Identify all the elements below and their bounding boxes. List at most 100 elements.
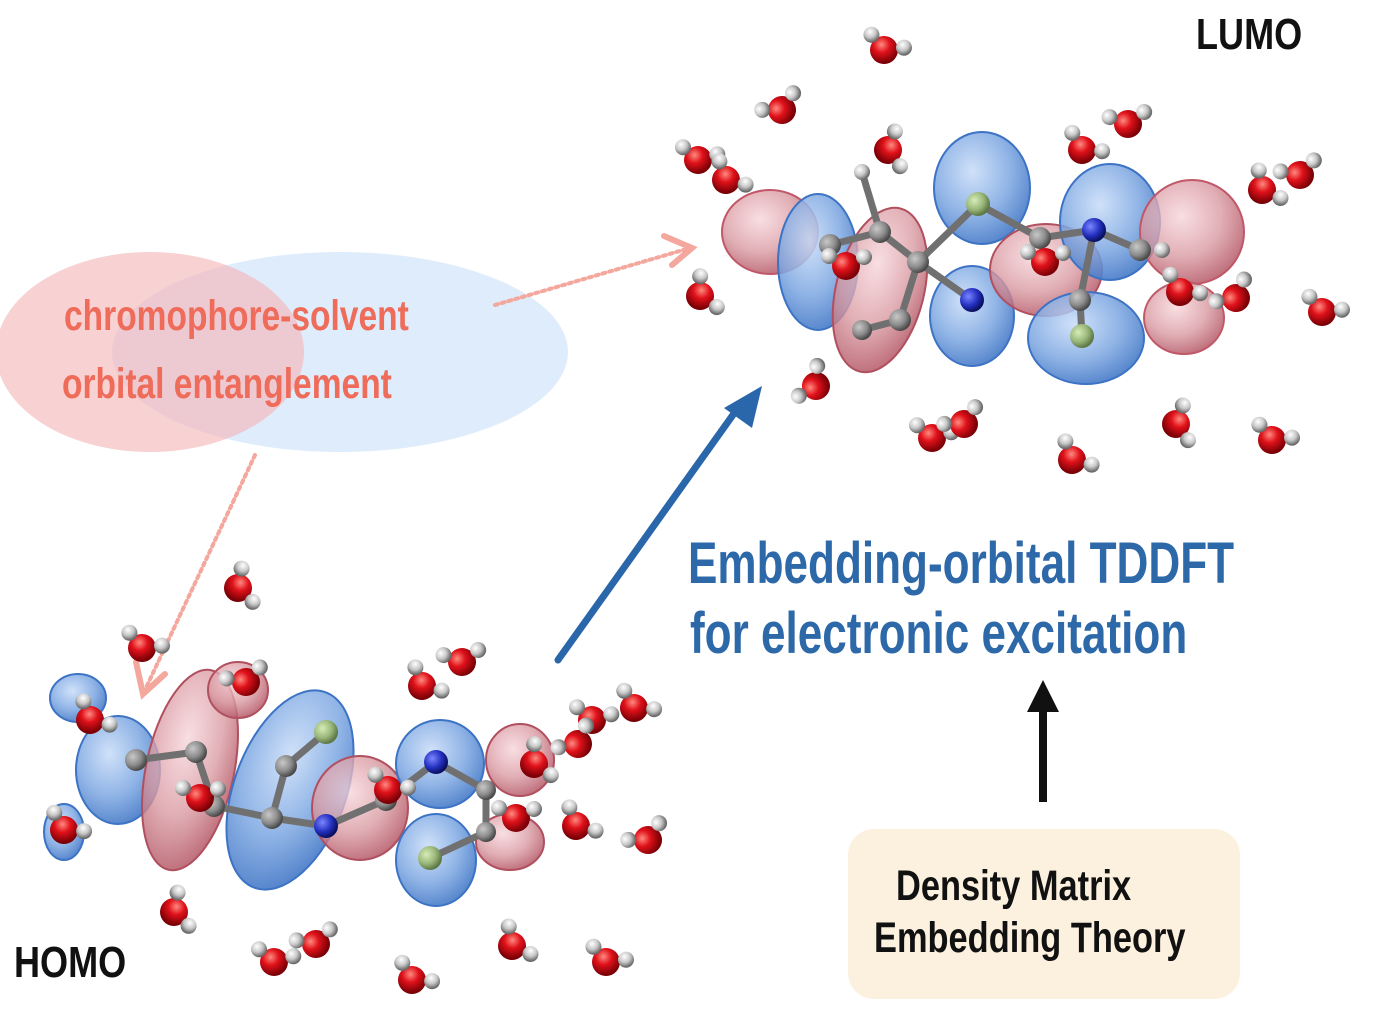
hydrogen-atom [585,938,602,955]
oxygen-atom [1166,278,1194,306]
oxygen-atom [186,784,214,812]
oxygen-atom [50,816,78,844]
water-molecule-icon [620,815,668,854]
hydrogen-atom [785,85,802,102]
hydrogen-atom [550,739,567,756]
hydrogen-atom [651,815,668,832]
water-molecule-icon [790,357,830,404]
hydrogen-atom [1208,293,1225,310]
hydrogen-atom [821,248,837,264]
hydrogen-atom [367,766,384,783]
water-molecule-icon [218,659,268,696]
hydrogen-atom [218,670,235,687]
homo-nitrogen-atom [424,750,448,774]
oxygen-atom [374,776,402,804]
oxygen-atom [1162,410,1190,438]
hydrogen-atom [394,954,411,971]
oxygen-atom [76,706,104,734]
oxygen-atom [564,730,592,758]
water-molecule-icon [711,153,754,194]
water-molecule-icon [1208,271,1253,312]
arrow-to-lumo [493,246,692,307]
oxygen-atom [448,648,476,676]
oxygen-atom [1286,161,1314,189]
oxygen-atom [1248,176,1276,204]
water-molecule-icon [1064,124,1111,164]
hydrogen-atom [856,249,872,265]
oxygen-atom [686,282,714,310]
water-molecule-icon [686,268,725,316]
water-molecule-icon [394,954,441,994]
hydrogen-atom [620,831,637,848]
hydrogen-atom [1064,124,1081,141]
water-molecule-icon [936,399,984,438]
hydrogen-atom [587,822,604,839]
hydrogen-atom [908,417,925,434]
hydrogen-atom [617,951,634,968]
lumo-molecule [721,131,1245,385]
hydrogen-atom [616,682,633,699]
dmet-box [848,829,1240,999]
hydrogen-atom [646,701,663,718]
hydrogen-atom [809,357,826,374]
water-molecule-icon [407,659,450,700]
hydrogen-atom [522,946,539,963]
hydrogen-atom [435,647,452,664]
water-molecule-icon [520,736,559,784]
hydrogen-atom [424,973,441,990]
hydrogen-atom [936,415,953,432]
hydrogen-atom [711,153,728,170]
entanglement-label-line-1: chromophore-solvent [64,292,409,340]
hydrogen-atom [1305,152,1322,169]
hydrogen-atom [1020,244,1036,260]
oxygen-atom [712,166,740,194]
water-molecule-icon [250,941,302,976]
oxygen-atom [260,948,288,976]
hydrogen-atom [674,139,691,156]
oxygen-atom [1031,248,1059,276]
hydrogen-atom [101,716,118,733]
hydrogen-atom [561,799,578,816]
lumo-nitrogen-atom [960,288,984,312]
water-molecule-icon [1162,266,1209,306]
hydrogen-atom [244,593,261,610]
hydrogen-atom [1101,109,1118,126]
water-molecule-icon [1301,288,1350,326]
hydrogen-atom [288,932,305,949]
oxygen-atom [128,634,156,662]
lumo-label: LUMO [1196,10,1303,59]
lumo-fluorine-atom [966,192,990,216]
water-molecule-icon [1101,104,1153,138]
hydrogen-atom [754,101,771,118]
oxygen-atom [160,898,188,926]
lumo-fluorine-atom [1070,324,1094,348]
oxygen-atom [1222,284,1250,312]
water-molecule-icon [585,938,634,976]
hydrogen-atom [1272,190,1289,207]
oxygen-atom [408,672,436,700]
lumo-orbital-lobes [721,131,1245,385]
water-molecule-icon [908,417,960,452]
hydrogen-atom [399,779,416,796]
hydrogen-atom [895,39,912,56]
hydrogen-atom [210,781,226,797]
dmet-label-line-1: Density Matrix [896,862,1132,910]
oxygen-atom [1308,298,1336,326]
hydrogen-atom [121,624,138,641]
solvent-water-molecules [46,26,1350,994]
hydrogen-atom [1251,416,1268,433]
oxygen-atom [950,410,978,438]
hydrogen-atom [153,637,170,654]
hydrogen-atom [542,767,559,784]
water-molecule-icon [1020,244,1071,276]
hydrogen-atom [1083,456,1100,473]
hydrogen-atom [1162,266,1179,283]
water-molecule-icon [491,800,542,832]
oxygen-atom [224,574,252,602]
hydrogen-atom [1333,301,1350,318]
hydrogen-atom [526,736,543,753]
method-title-line-2: for electronic excitation [690,601,1188,666]
oxygen-atom [302,930,330,958]
oxygen-atom [1258,426,1286,454]
oxygen-atom [870,36,898,64]
